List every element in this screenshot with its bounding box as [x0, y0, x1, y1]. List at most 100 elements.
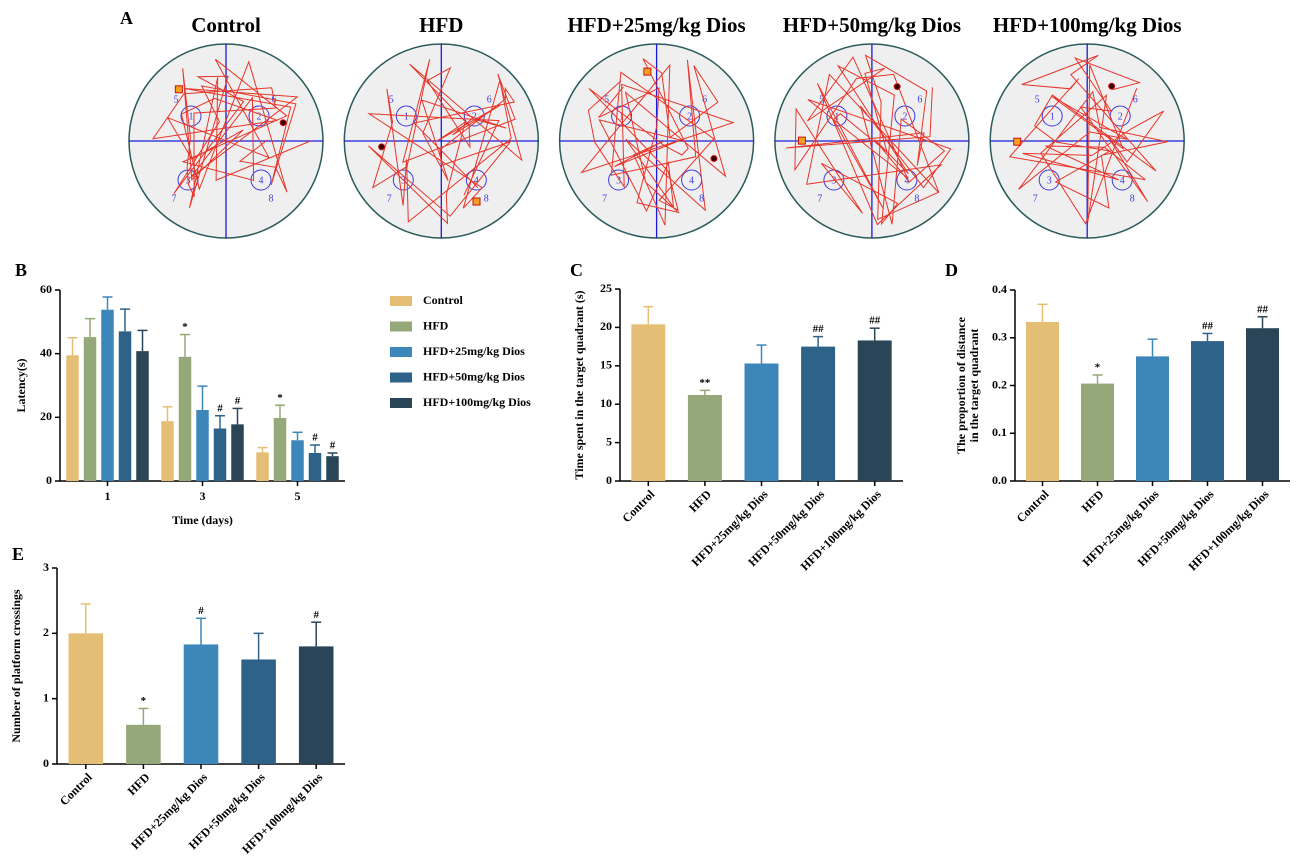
significance: ** — [699, 377, 711, 389]
bar — [256, 452, 269, 481]
legend-label: HFD+25mg/kg Dios — [423, 344, 525, 358]
legend-swatch — [390, 322, 412, 332]
bar — [1136, 356, 1169, 481]
zone-label: 1 — [1050, 111, 1055, 122]
bar — [184, 644, 219, 764]
figure: A Control12345678HFD12345678HFD+25mg/kg … — [0, 0, 1303, 866]
zone-label: 1 — [189, 111, 194, 122]
bar — [326, 456, 339, 481]
bar — [291, 440, 304, 481]
bar — [196, 410, 209, 481]
maze-title: Control — [191, 13, 261, 37]
zone-label: 5 — [1035, 94, 1040, 105]
start-point — [1109, 83, 1115, 89]
y-tick-label: 2 — [43, 625, 49, 639]
start-point — [711, 156, 717, 162]
panel-label: E — [12, 544, 24, 564]
y-tick-label: 10 — [600, 396, 612, 410]
zone-label: 2 — [1118, 111, 1123, 122]
significance: * — [277, 392, 283, 404]
y-tick-label: 0 — [43, 756, 49, 770]
bar — [136, 351, 149, 481]
y-tick-label: 20 — [600, 319, 612, 333]
zone-label: 8 — [484, 193, 489, 204]
legend-label: HFD+50mg/kg Dios — [423, 369, 525, 383]
bar — [688, 395, 722, 481]
y-tick-label: 20 — [40, 409, 52, 423]
bar — [179, 357, 192, 481]
bar — [1191, 341, 1224, 481]
zone-label: 8 — [1130, 193, 1135, 204]
y-tick-label: 15 — [600, 358, 612, 372]
bar — [745, 363, 779, 481]
zone-label: 7 — [172, 193, 177, 204]
zone-label: 8 — [269, 193, 274, 204]
platform — [473, 198, 480, 205]
maze-title: HFD+50mg/kg Dios — [783, 13, 961, 37]
zone-label: 7 — [1033, 193, 1038, 204]
bar — [161, 421, 174, 481]
y-axis-label: Time spent in the target quadrant (s) — [572, 290, 586, 479]
platform — [175, 86, 182, 93]
panel-label: D — [945, 260, 958, 280]
start-point — [894, 84, 900, 90]
legend-label: HFD — [423, 318, 449, 332]
bar — [299, 646, 334, 764]
y-tick-label: 25 — [600, 281, 612, 295]
y-tick-label: 60 — [40, 282, 52, 296]
bar — [119, 331, 132, 481]
y-tick-label: 0.0 — [992, 473, 1007, 487]
significance: # — [313, 609, 319, 621]
bar — [126, 725, 161, 764]
zone-label: 7 — [602, 193, 607, 204]
y-tick-label: 40 — [40, 345, 52, 359]
bar — [1081, 384, 1114, 481]
legend-swatch — [390, 398, 412, 408]
bar — [241, 659, 276, 764]
y-tick-label: 5 — [606, 434, 612, 448]
significance: # — [235, 395, 241, 407]
x-tick-label: Control — [57, 770, 95, 808]
y-tick-label: 0.1 — [992, 425, 1007, 439]
y-tick-label: 0 — [606, 473, 612, 487]
y-axis-label: Number of platform crossings — [9, 589, 23, 743]
bar — [274, 418, 287, 481]
zone-label: 7 — [387, 193, 392, 204]
significance: * — [182, 321, 188, 333]
y-axis-label: Latency(s) — [14, 359, 28, 413]
significance: ## — [813, 323, 825, 335]
zone-label: 3 — [1047, 175, 1052, 186]
start-point — [280, 120, 286, 126]
x-tick-label: 5 — [295, 489, 301, 503]
legend-swatch — [390, 347, 412, 357]
maze-title: HFD — [419, 13, 463, 37]
y-tick-label: 0 — [46, 473, 52, 487]
y-tick-label: 0.4 — [992, 282, 1007, 296]
legend-swatch — [390, 373, 412, 383]
bar — [1026, 322, 1059, 481]
bar — [801, 347, 835, 481]
legend-swatch — [390, 296, 412, 306]
bar — [66, 355, 79, 481]
significance: * — [1095, 362, 1101, 374]
x-tick-label: Control — [1014, 487, 1052, 525]
zone-label: 6 — [917, 94, 922, 105]
bar — [231, 424, 244, 481]
zone-label: 4 — [689, 175, 694, 186]
zone-label: 6 — [487, 94, 492, 105]
bar — [214, 428, 227, 481]
x-tick-label: Control — [619, 487, 657, 525]
maze-title: HFD+100mg/kg Dios — [993, 13, 1182, 37]
platform — [1014, 138, 1021, 145]
y-tick-label: 1 — [43, 690, 49, 704]
significance: ## — [1202, 320, 1214, 332]
legend-label: Control — [423, 293, 463, 307]
x-tick-label: HFD — [1079, 487, 1107, 515]
significance: # — [217, 402, 223, 414]
y-axis-label: The proportion of distance — [954, 316, 968, 453]
start-point — [379, 144, 385, 150]
significance: # — [198, 605, 204, 617]
y-tick-label: 3 — [43, 560, 49, 574]
panel-label: C — [570, 260, 583, 280]
x-tick-label: 3 — [200, 489, 206, 503]
